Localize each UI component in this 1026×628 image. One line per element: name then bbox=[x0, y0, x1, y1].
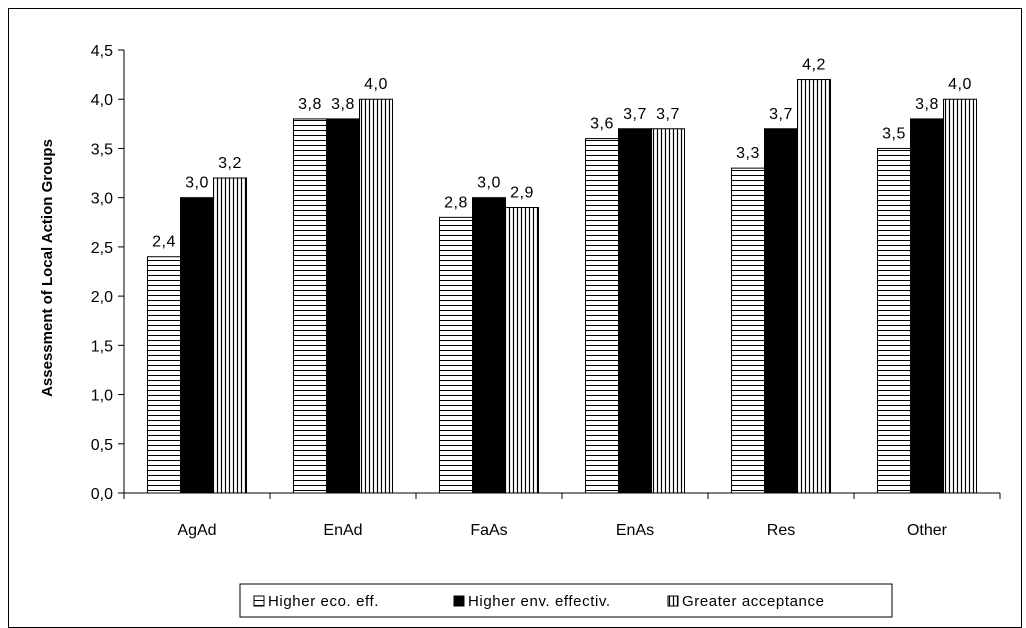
bar bbox=[180, 197, 214, 494]
axes: 0,0 0,5 1,0 1,5 2,0 2,5 3,0 3,5 4,0 4,5 AgAd EnAd Fa… bbox=[91, 43, 1001, 539]
bar bbox=[943, 98, 977, 494]
y-tick-label: 0,0 bbox=[91, 486, 113, 503]
data-labels: 2,4 3,8 2,8 3,6 3,3 3,5 3,0 3,8 3,0 3,7 3,7 3,8 3,2 4… bbox=[152, 57, 972, 251]
bar bbox=[651, 128, 685, 494]
y-axis-label: Assessment of Local Action Groups bbox=[39, 139, 56, 397]
x-tick-label: Res bbox=[767, 522, 795, 539]
bar bbox=[764, 128, 798, 494]
data-label: 3,2 bbox=[218, 155, 242, 172]
x-tick-label: AgAd bbox=[177, 522, 216, 539]
y-tick-label: 1,0 bbox=[91, 388, 113, 405]
data-label: 3,7 bbox=[656, 106, 680, 123]
y-tick-label: 0,5 bbox=[91, 437, 113, 454]
bar bbox=[472, 197, 506, 494]
data-label: 3,0 bbox=[477, 175, 501, 192]
legend-box bbox=[239, 583, 893, 618]
data-label: 3,7 bbox=[769, 106, 793, 123]
bar bbox=[439, 216, 473, 494]
bar bbox=[293, 118, 327, 494]
legend-swatch bbox=[453, 595, 465, 607]
data-label: 2,9 bbox=[510, 185, 534, 202]
data-label: 3,7 bbox=[623, 106, 647, 123]
data-label: 2,8 bbox=[444, 194, 468, 211]
legend-swatch bbox=[667, 595, 679, 607]
y-tick-label: 1,5 bbox=[91, 338, 113, 355]
data-label: 4,0 bbox=[364, 76, 388, 93]
data-label: 3,0 bbox=[185, 175, 209, 192]
data-label: 4,0 bbox=[948, 76, 972, 93]
x-tick-label: EnAs bbox=[616, 522, 654, 539]
bar bbox=[359, 98, 393, 494]
bar bbox=[877, 147, 911, 494]
data-label: 3,8 bbox=[331, 96, 355, 113]
data-label: 3,5 bbox=[882, 125, 906, 142]
bars bbox=[147, 79, 977, 494]
data-label: 2,4 bbox=[152, 234, 176, 251]
bar bbox=[731, 167, 765, 494]
bar bbox=[213, 177, 247, 494]
y-tick-label: 3,5 bbox=[91, 141, 113, 158]
y-tick-label: 3,0 bbox=[91, 191, 113, 208]
legend-swatch bbox=[253, 595, 265, 607]
bar bbox=[797, 79, 831, 494]
y-tick-label: 4,0 bbox=[91, 92, 113, 109]
legend-label: Higher eco. eff. bbox=[268, 593, 379, 610]
bar bbox=[147, 256, 181, 494]
bar bbox=[326, 118, 360, 494]
legend-label: Higher env. effectiv. bbox=[468, 593, 611, 610]
data-label: 3,3 bbox=[736, 145, 760, 162]
x-tick-label: FaAs bbox=[470, 522, 507, 539]
bar bbox=[618, 128, 652, 494]
data-label: 3,8 bbox=[915, 96, 939, 113]
x-tick-label: EnAd bbox=[323, 522, 362, 539]
data-label: 4,2 bbox=[802, 57, 826, 74]
legend-label: Greater acceptance bbox=[682, 593, 825, 610]
y-tick-label: 2,5 bbox=[91, 240, 113, 257]
data-label: 3,8 bbox=[298, 96, 322, 113]
data-label: 3,6 bbox=[590, 116, 614, 133]
x-tick-label: Other bbox=[907, 522, 948, 539]
bar bbox=[910, 118, 944, 494]
legend: Higher eco. eff. Higher env. effectiv. Gre… bbox=[239, 583, 893, 618]
y-tick-label: 2,0 bbox=[91, 289, 113, 306]
bar bbox=[585, 138, 619, 494]
y-tick-label: 4,5 bbox=[91, 43, 113, 60]
bar bbox=[505, 207, 539, 494]
